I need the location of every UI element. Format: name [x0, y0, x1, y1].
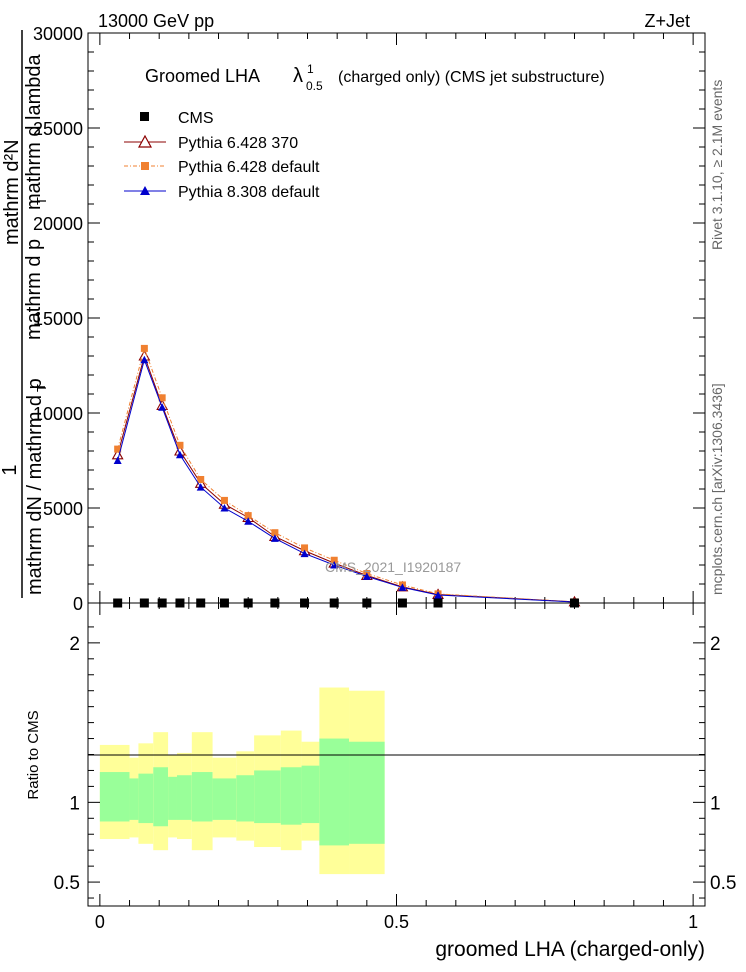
series-py6-default-point — [244, 512, 252, 520]
legend-label-py6-default: Pythia 6.428 default — [178, 159, 320, 176]
series-py8-point — [175, 450, 184, 459]
ratio-band-green — [168, 776, 177, 820]
y-axis-label-ratio: Ratio to CMS — [25, 710, 42, 799]
y-tick-label: 10000 — [33, 404, 83, 424]
x-tick-label: 0 — [95, 912, 105, 932]
ratio-band-green — [349, 741, 385, 844]
ratio-tick-label-right: 2 — [710, 634, 721, 655]
plot-title: Groomed LHA λ 1 0.5 (charged only) (CMS … — [145, 62, 605, 93]
mcplots-label: mcplots.cern.ch [arXiv:1306.3436] — [709, 383, 725, 595]
series-py8-point — [300, 549, 309, 558]
ylabel-numerator3: mathrm d lambda — [23, 54, 45, 210]
header-energy: 13000 GeV pp — [98, 11, 214, 31]
ratio-band-green — [99, 772, 130, 822]
series-py8-point — [196, 483, 205, 491]
ratio-band-green — [254, 770, 281, 824]
ylabel-one: 1 — [0, 464, 21, 475]
ratio-tick-label-right: 0.5 — [710, 873, 736, 894]
ratio-band-green — [319, 738, 350, 846]
legend-marker-py6-default — [141, 162, 149, 170]
series-py8-point — [330, 561, 339, 569]
title-lambda: λ — [293, 65, 303, 87]
legend-entry-py6-370: Pythia 6.428 370 — [124, 134, 298, 152]
ratio-tick-label: 0.5 — [54, 873, 80, 894]
ratio-band-green — [138, 773, 154, 824]
series-py8-point — [362, 572, 371, 580]
ratio-band-green — [191, 772, 213, 822]
ylabel-denominator: mathrm dN / mathrm d p — [24, 378, 46, 595]
ylabel-numerator: mathrm d²N — [1, 139, 23, 245]
ratio-tick-label-right: 1 — [710, 793, 721, 814]
y-tick-label: 15000 — [33, 309, 83, 329]
header-process: Z+Jet — [644, 11, 690, 31]
ratio-band-green — [153, 767, 169, 827]
ratio-tick-label: 2 — [69, 634, 80, 655]
ratio-band-green — [280, 767, 302, 825]
ylabel-denominator-sub: T — [34, 384, 49, 392]
y-tick-label: 25000 — [33, 119, 83, 139]
series-py6-default-point — [114, 445, 122, 453]
ratio-tick-label: 1 — [69, 793, 80, 814]
title-rest: (charged only) (CMS jet substructure) — [338, 69, 605, 86]
series-py8-point — [244, 517, 253, 525]
series-py8-line — [117, 358, 575, 603]
ratio-band-green — [301, 765, 320, 824]
title-sup: 1 — [307, 62, 314, 76]
title-main: Groomed LHA — [145, 66, 260, 86]
series-py8-point — [158, 403, 167, 411]
ratio-bands — [99, 687, 385, 875]
series-py6-default-point — [330, 556, 338, 564]
legend: CMS Pythia 6.428 370 Pythia 6.428 defaul… — [124, 110, 320, 201]
series-py6-default-point — [176, 441, 184, 449]
series-py6-default-point — [140, 344, 148, 352]
series-py8-point — [398, 583, 407, 591]
ratio-band-green — [176, 775, 192, 820]
series-py6-default-line — [117, 346, 575, 603]
legend-entry-py8: Pythia 8.308 default — [124, 184, 320, 201]
ratio-band-green — [236, 775, 255, 822]
rivet-label: Rivet 3.1.10, ≥ 2.1M events — [709, 80, 725, 250]
legend-entry-cms: CMS — [140, 110, 214, 127]
legend-label-py6-370: Pythia 6.428 370 — [178, 135, 298, 152]
legend-entry-py6-default: Pythia 6.428 default — [124, 159, 320, 176]
legend-label-cms: CMS — [178, 110, 214, 127]
y-tick-label: 20000 — [33, 214, 83, 234]
legend-label-py8: Pythia 8.308 default — [178, 184, 320, 201]
x-tick-label: 0.5 — [384, 912, 409, 932]
ratio-axis-ticks: 0.5 0.5 1 1 2 2 0 0.5 1 — [54, 603, 736, 932]
x-axis-label: groomed LHA (charged-only) — [435, 938, 705, 961]
legend-marker-py6-370 — [137, 134, 153, 148]
x-tick-label: 1 — [688, 912, 698, 932]
y-tick-label: 0 — [73, 594, 83, 614]
series-py6-default-point — [271, 529, 279, 537]
ylabel-numerator2-sub: T — [34, 197, 49, 205]
ratio-band-green — [129, 778, 139, 820]
series-py6-default-point — [158, 394, 166, 402]
series-py8-point — [113, 456, 122, 464]
top-axis-ticks: 0 5000 10000 15000 20000 25000 30000 — [33, 24, 705, 614]
series-py8-point — [220, 504, 229, 512]
series-py8-point — [270, 534, 279, 542]
watermark: CMS_2021_I1920187 — [325, 559, 461, 575]
ratio-band-green — [212, 778, 237, 820]
series-py8-point — [434, 591, 443, 599]
legend-marker-py8 — [140, 186, 150, 195]
series-py8-point — [140, 355, 149, 364]
series-py6-default-point — [197, 476, 205, 483]
legend-marker-cms — [140, 112, 149, 121]
title-sub: 0.5 — [306, 79, 323, 93]
ylabel-numerator2: mathrm d p — [23, 239, 45, 340]
y-axis-label-top: 1 mathrm dN / mathrm d p T mathrm d²N ma… — [0, 30, 49, 598]
y-tick-label: 5000 — [43, 499, 83, 519]
series-py6-default-point — [301, 544, 309, 552]
y-tick-label: 30000 — [33, 24, 83, 44]
series-py6-default-point — [220, 496, 228, 504]
series-py6-370-line — [117, 354, 575, 603]
